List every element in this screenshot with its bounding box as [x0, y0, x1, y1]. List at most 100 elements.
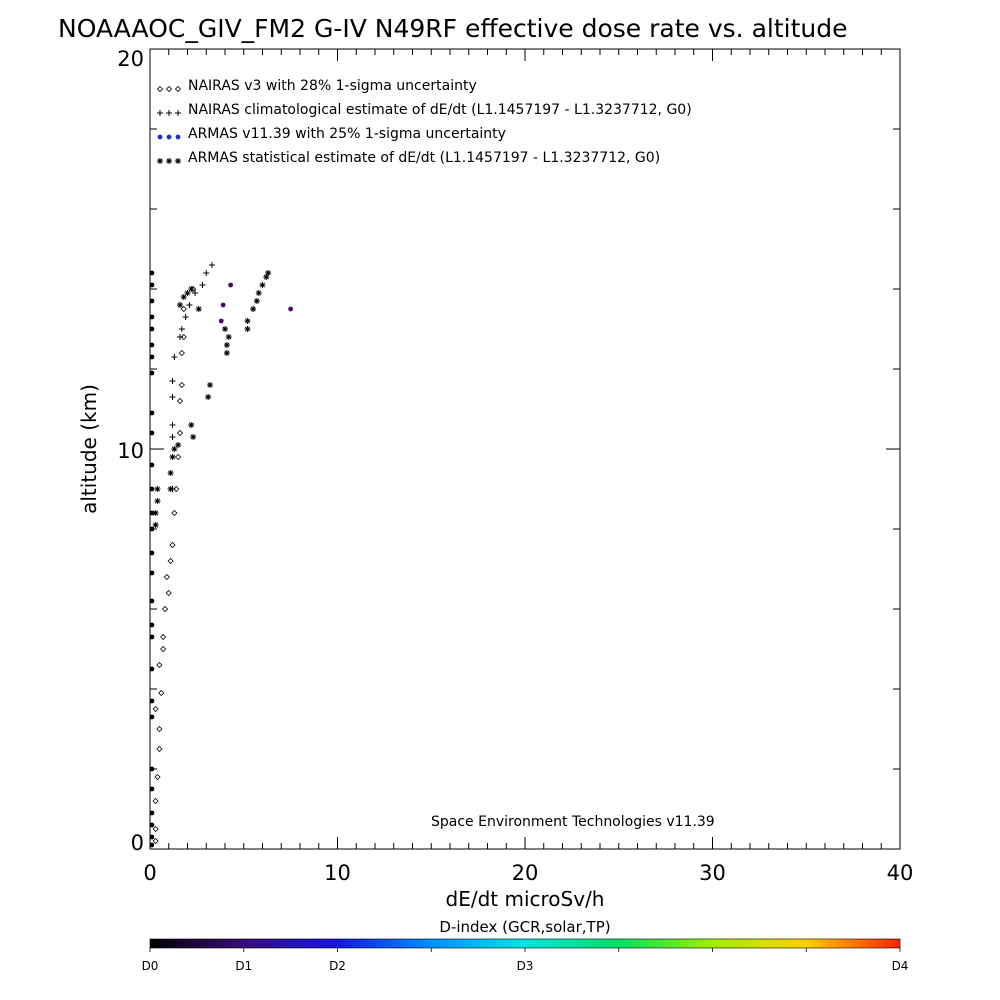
- data-point: [195, 306, 202, 312]
- data-point: [169, 394, 176, 400]
- data-point: [171, 354, 178, 360]
- x-tick-label: 30: [699, 861, 726, 885]
- data-point: [149, 842, 155, 848]
- data-point: [149, 370, 155, 376]
- data-point: [149, 354, 155, 360]
- data-point: [149, 430, 155, 436]
- data-point: [152, 797, 159, 805]
- legend-symbol: [166, 110, 172, 116]
- data-point: [149, 298, 155, 304]
- data-point: [180, 333, 187, 341]
- data-point: [152, 825, 159, 833]
- legend-symbol: [174, 85, 182, 93]
- data-point: [154, 498, 161, 504]
- x-tick-label: 40: [887, 861, 914, 885]
- data-point: [149, 526, 155, 532]
- data-point: [149, 622, 155, 628]
- legend-symbol: [175, 110, 181, 116]
- data-point: [158, 689, 165, 697]
- data-point: [250, 306, 257, 312]
- data-point: [173, 485, 180, 493]
- data-point: [255, 290, 262, 296]
- data-point: [180, 305, 187, 313]
- legend-symbol: [157, 134, 163, 140]
- series-dot: [149, 270, 294, 848]
- data-point: [154, 773, 161, 781]
- data-point: [205, 394, 212, 400]
- data-point: [171, 446, 178, 452]
- data-point: [149, 634, 155, 640]
- legend-symbol: [166, 158, 172, 164]
- data-point: [152, 510, 159, 516]
- data-point: [223, 342, 230, 348]
- plot-frame: [149, 48, 901, 850]
- data-point: [207, 382, 213, 388]
- colorbar-labels: D0 D1 D2 D3 D4: [142, 959, 909, 973]
- data-point: [149, 270, 155, 276]
- data-point: [156, 661, 163, 669]
- data-point: [190, 434, 197, 440]
- legend-label: NAIRAS climatological estimate of dE/dt …: [188, 102, 692, 118]
- data-point: [178, 349, 185, 357]
- data-point: [165, 589, 172, 597]
- data-point: [169, 541, 176, 549]
- colorbar-label: D4: [892, 959, 909, 973]
- data-point: [188, 286, 195, 292]
- data-point: [149, 570, 155, 576]
- data-point: [188, 422, 195, 428]
- data-point: [253, 298, 260, 304]
- series-asterisk: [152, 270, 272, 528]
- y-tick-label: 0: [131, 831, 144, 855]
- data-point: [169, 454, 176, 460]
- legend-asterisk-symbol: [157, 158, 181, 164]
- data-point: [288, 306, 294, 312]
- data-point: [192, 290, 198, 296]
- data-point: [160, 633, 167, 641]
- data-point: [149, 822, 155, 828]
- colorbar-label: D1: [235, 959, 252, 973]
- series-diamond: [152, 285, 197, 845]
- series-plus: [169, 262, 215, 492]
- data-point: [177, 302, 183, 308]
- x-tick-label: 10: [324, 861, 351, 885]
- colorbar-label: D0: [142, 959, 159, 973]
- data-point: [149, 462, 155, 468]
- data-point: [149, 486, 155, 492]
- legend-symbol: [175, 134, 181, 140]
- data-point: [244, 326, 251, 332]
- data-point: [149, 810, 155, 816]
- data-point: [149, 314, 155, 320]
- data-point: [156, 745, 163, 753]
- data-point: [178, 381, 185, 389]
- legend-symbol: [175, 158, 181, 164]
- data-points: [149, 262, 294, 848]
- x-axis-ticks: [149, 49, 901, 849]
- chart-title: NOAAAOC_GIV_FM2 G-IV N49RF effective dos…: [58, 14, 847, 43]
- data-point: [180, 294, 187, 300]
- data-point: [169, 378, 176, 384]
- legend-symbol: [157, 110, 163, 116]
- data-point: [228, 282, 234, 288]
- data-point: [259, 282, 266, 288]
- data-point: [156, 725, 163, 733]
- data-point: [176, 429, 184, 437]
- data-point: [175, 442, 182, 448]
- colorbar-title: D-index (GCR,solar,TP): [439, 918, 610, 936]
- data-point: [149, 834, 155, 840]
- data-point: [149, 666, 155, 672]
- x-axis-label: dE/dt microSv/h: [446, 887, 605, 911]
- data-point: [152, 705, 159, 713]
- data-point: [149, 698, 155, 704]
- data-point: [263, 274, 270, 280]
- data-point: [160, 645, 167, 653]
- credit-text: Space Environment Technologies v11.39: [431, 814, 715, 830]
- legend-symbol: [156, 85, 164, 93]
- data-point: [167, 486, 174, 492]
- data-point: [163, 573, 170, 581]
- data-point: [169, 434, 176, 440]
- data-point: [149, 282, 155, 288]
- data-point: [154, 486, 161, 492]
- y-axis-label: altitude (km): [77, 384, 101, 514]
- legend-plus-symbol: [157, 110, 181, 116]
- y-tick-label: 10: [117, 439, 144, 463]
